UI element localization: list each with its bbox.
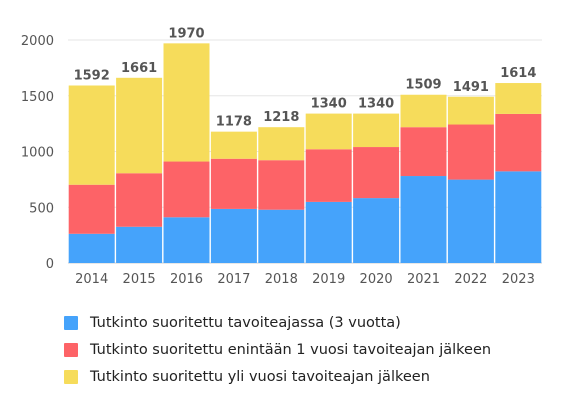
legend-swatch-on-time [64,316,78,330]
bar-2023-series-1 [495,171,542,263]
bar-2014-series-3 [68,85,115,185]
total-label-2018: 1218 [263,110,299,125]
bar-2016-series-2 [163,161,210,218]
x-axis-ticks: 2014 2015 2016 2017 2018 2019 2020 2021 2022 2023 [75,272,535,287]
total-label-2021: 1509 [405,78,441,93]
legend-label-on-time: Tutkinto suoritettu tavoiteajassa (3 vuo… [90,315,401,331]
total-label-2022: 1491 [453,80,489,95]
bar-2018-series-2 [258,160,305,210]
total-label-2015: 1661 [121,61,157,76]
bar-2018-series-1 [258,209,305,263]
legend-swatch-over-one-year [64,370,78,384]
legend-swatch-within-one-year [64,343,78,357]
x-tick-label-2023: 2023 [502,272,535,287]
bar-2019-series-1 [305,201,352,263]
bar-2014-series-1 [68,233,115,263]
legend-item-within-one-year: Tutkinto suoritettu enintään 1 vuosi tav… [64,338,491,362]
x-tick-label-2017: 2017 [217,272,250,287]
x-tick-label-2019: 2019 [312,272,345,287]
bar-2019-series-2 [305,149,352,202]
bar-2023-series-2 [495,113,542,172]
bar-2017-series-1 [210,208,257,263]
legend-item-on-time: Tutkinto suoritettu tavoiteajassa (3 vuo… [64,311,491,335]
x-tick-label-2021: 2021 [407,272,440,287]
bar-2021-series-2 [400,127,447,177]
bar-2020-series-1 [353,198,400,263]
y-tick-label-1000: 1000 [21,146,54,161]
x-tick-label-2018: 2018 [265,272,298,287]
bar-2020-series-2 [353,147,400,199]
bar-2015-series-2 [116,173,163,227]
bars [68,43,542,263]
total-label-2017: 1178 [216,115,252,130]
x-tick-label-2020: 2020 [360,272,393,287]
bar-2015-series-3 [116,77,163,174]
total-label-2020: 1340 [358,97,394,112]
x-tick-label-2015: 2015 [123,272,156,287]
total-labels: 1592 1661 1970 1178 1218 1340 1340 1509 1491 1614 [74,26,537,129]
stacked-bar-chart: 0 500 1000 1500 2000 1592 1661 1970 1178 1218 134… [21,26,542,287]
x-tick-label-2014: 2014 [75,272,108,287]
y-axis-ticks: 0 500 1000 1500 2000 [21,34,54,272]
legend-label-within-one-year: Tutkinto suoritettu enintään 1 vuosi tav… [90,342,492,358]
y-tick-label-1500: 1500 [21,90,54,105]
bar-2018-series-3 [258,127,305,161]
y-tick-label-0: 0 [46,257,54,272]
x-tick-label-2022: 2022 [454,272,487,287]
bar-2022-series-3 [447,96,494,125]
legend: Tutkinto suoritettu tavoiteajassa (3 vuo… [64,311,491,392]
bar-2022-series-1 [447,179,494,263]
bar-2019-series-3 [305,113,352,150]
legend-item-over-one-year: Tutkinto suoritettu yli vuosi tavoiteaja… [64,365,491,389]
bar-2022-series-2 [447,124,494,180]
bar-2017-series-3 [210,131,257,159]
y-tick-label-2000: 2000 [21,34,54,49]
bar-2016-series-3 [163,43,210,162]
legend-label-over-one-year: Tutkinto suoritettu yli vuosi tavoiteaja… [90,369,430,385]
bar-2017-series-2 [210,158,257,209]
y-tick-label-500: 500 [29,201,54,216]
bar-2021-series-3 [400,94,447,128]
bar-2023-series-3 [495,83,542,114]
bar-2016-series-1 [163,217,210,263]
total-label-2023: 1614 [500,66,536,81]
bar-2020-series-3 [353,113,400,148]
total-label-2019: 1340 [311,97,347,112]
bar-2015-series-1 [116,226,163,263]
total-label-2016: 1970 [168,26,204,41]
total-label-2014: 1592 [74,68,110,83]
x-tick-label-2016: 2016 [170,272,203,287]
bar-2014-series-2 [68,184,115,234]
bar-2021-series-1 [400,176,447,263]
